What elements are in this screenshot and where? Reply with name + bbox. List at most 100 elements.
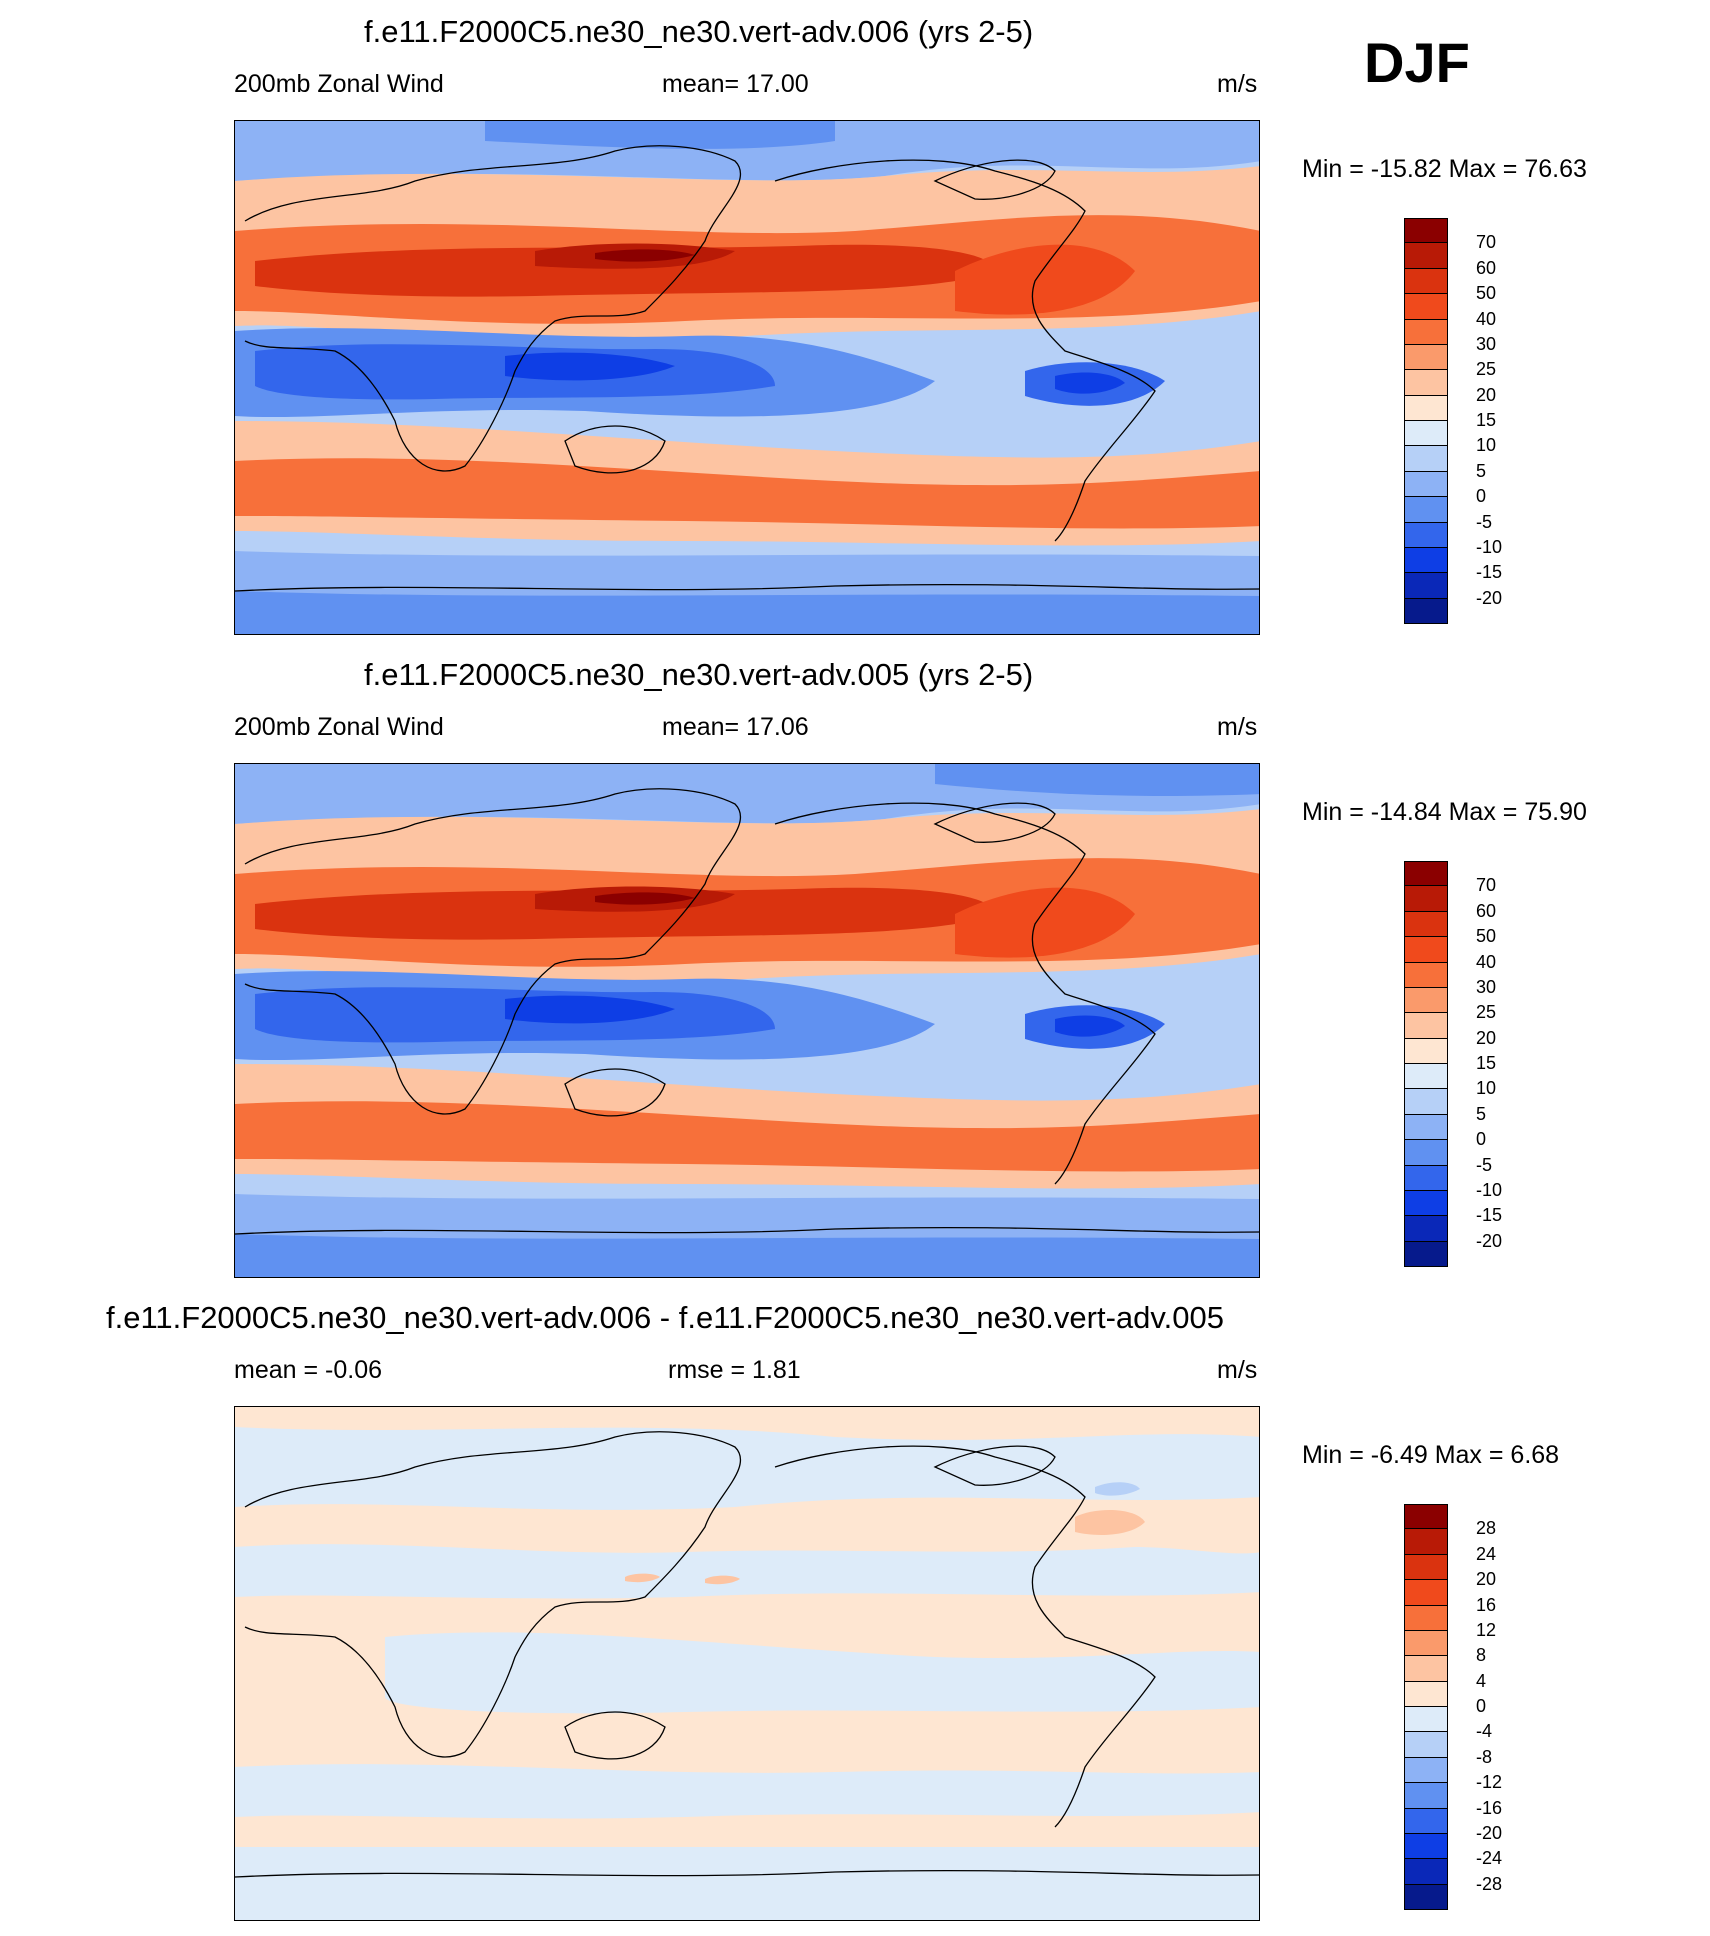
colorbar-tick-label: 40 <box>1476 308 1497 329</box>
colorbar-swatch <box>1404 1114 1448 1141</box>
colorbar-swatch <box>1404 1732 1448 1758</box>
colorbar-tick-label: 0 <box>1476 486 1487 507</box>
colorbar-swatch <box>1404 861 1448 887</box>
colorbar-swatch <box>1404 1757 1448 1784</box>
colorbar-tick-label: -16 <box>1476 1797 1503 1818</box>
colorbar-tick-label: 30 <box>1476 976 1497 997</box>
colorbar-tick-label: 15 <box>1476 1053 1497 1073</box>
colorbar-swatch <box>1404 1216 1448 1242</box>
colorbar-swatch <box>1404 1190 1448 1217</box>
colorbar-tick-label: 8 <box>1476 1645 1487 1666</box>
colorbar-tick-label: 24 <box>1476 1543 1497 1564</box>
panel-1-mean-label: mean= 17.00 <box>662 70 809 98</box>
panel-3-colorbar: 28 24 20 16 12 8 4 0 -4 -8 -12 -16 -20 -24 -28 <box>1404 1504 1502 1910</box>
colorbar-tick-label: -15 <box>1476 1205 1503 1226</box>
colorbar-tick-label: -4 <box>1476 1721 1493 1742</box>
colorbar-swatch <box>1404 886 1448 912</box>
panel-2-colorbar: 70 60 50 40 30 25 20 15 10 5 0 -5 -10 -15 -20 <box>1404 861 1502 1267</box>
colorbar-tick-label: 0 <box>1476 1129 1487 1150</box>
panel-2-variable-label: 200mb Zonal Wind <box>234 713 444 741</box>
colorbar-swatch <box>1404 1064 1448 1090</box>
colorbar-tick-label: 5 <box>1476 460 1487 481</box>
colorbar-tick-label: 15 <box>1476 410 1497 430</box>
colorbar-tick-label: -20 <box>1476 1230 1503 1251</box>
colorbar-tick-label: -28 <box>1476 1873 1503 1894</box>
colorbar-tick-label: -24 <box>1476 1848 1503 1869</box>
colorbar-swatch <box>1404 1013 1448 1039</box>
colorbar-tick-label: -12 <box>1476 1772 1503 1793</box>
colorbar-swatch <box>1404 1605 1448 1631</box>
colorbar-swatch <box>1404 1681 1448 1707</box>
panel-2-mean-label: mean= 17.06 <box>662 713 809 741</box>
colorbar-swatch <box>1404 395 1448 421</box>
colorbar-tick-label: 70 <box>1476 875 1497 896</box>
colorbar-swatch <box>1404 1580 1448 1606</box>
panel-3-mean-label: mean = -0.06 <box>234 1356 383 1384</box>
colorbar-tick-label: 20 <box>1476 1027 1497 1048</box>
colorbar-tick-label: 60 <box>1476 257 1497 278</box>
panel-1-map <box>234 120 1260 635</box>
colorbar-swatch <box>1404 1038 1448 1064</box>
panel-3-minmax: Min = -6.49 Max = 6.68 <box>1302 1441 1560 1469</box>
colorbar-swatch <box>1404 1554 1448 1581</box>
panel-1-title: f.e11.F2000C5.ne30_ne30.vert-adv.006 (yr… <box>364 14 1034 49</box>
colorbar-tick-label: -20 <box>1476 1822 1503 1843</box>
panel-3-units: m/s <box>1217 1356 1258 1384</box>
colorbar-swatch <box>1404 1504 1448 1530</box>
colorbar-swatch <box>1404 937 1448 963</box>
colorbar-swatch <box>1404 1783 1448 1809</box>
colorbar-swatch <box>1404 1241 1448 1267</box>
colorbar-swatch <box>1404 1089 1448 1115</box>
colorbar-swatch <box>1404 1808 1448 1834</box>
colorbar-tick-label: 10 <box>1476 435 1497 456</box>
colorbar-tick-label: 16 <box>1476 1594 1497 1615</box>
colorbar-swatch <box>1404 911 1448 938</box>
colorbar-swatch <box>1404 1884 1448 1910</box>
colorbar-swatch <box>1404 370 1448 396</box>
colorbar-swatch <box>1404 547 1448 574</box>
colorbar-swatch <box>1404 1140 1448 1166</box>
colorbar-swatch <box>1404 1630 1448 1657</box>
panel-2-map <box>234 763 1260 1278</box>
colorbar-tick-label: 0 <box>1476 1696 1487 1716</box>
colorbar-tick-label: -8 <box>1476 1746 1493 1767</box>
colorbar-tick-label: 70 <box>1476 232 1497 253</box>
panel-3-map <box>234 1406 1260 1921</box>
colorbar-swatch <box>1404 1529 1448 1555</box>
colorbar-tick-label: -20 <box>1476 587 1503 608</box>
panel-1-variable-label: 200mb Zonal Wind <box>234 70 444 98</box>
colorbar-tick-label: 10 <box>1476 1078 1497 1099</box>
colorbar-swatch <box>1404 243 1448 269</box>
colorbar-tick-label: -5 <box>1476 511 1493 532</box>
colorbar-tick-label: 50 <box>1476 283 1497 304</box>
panel-1-units: m/s <box>1217 70 1258 98</box>
colorbar-swatch <box>1404 497 1448 523</box>
colorbar-swatch <box>1404 1707 1448 1733</box>
colorbar-swatch <box>1404 1833 1448 1860</box>
colorbar-tick-label: 25 <box>1476 359 1497 380</box>
colorbar-tick-label: 20 <box>1476 384 1497 405</box>
colorbar-tick-label: 20 <box>1476 1569 1497 1590</box>
colorbar-swatch <box>1404 421 1448 447</box>
colorbar-tick-label: -15 <box>1476 562 1503 583</box>
colorbar-tick-label: 4 <box>1476 1670 1487 1691</box>
panel-3-title: f.e11.F2000C5.ne30_ne30.vert-adv.006 - f… <box>106 1300 1224 1335</box>
colorbar-swatch <box>1404 344 1448 371</box>
colorbar-tick-label: 28 <box>1476 1518 1497 1539</box>
colorbar-tick-label: 25 <box>1476 1002 1497 1023</box>
colorbar-swatch <box>1404 218 1448 244</box>
colorbar-swatch <box>1404 446 1448 472</box>
panel-1-minmax: Min = -15.82 Max = 76.63 <box>1302 155 1587 183</box>
colorbar-swatch <box>1404 471 1448 498</box>
season-label: DJF <box>1364 31 1470 94</box>
colorbar-tick-label: -5 <box>1476 1154 1493 1175</box>
colorbar-swatch <box>1404 1165 1448 1191</box>
colorbar-swatch <box>1404 319 1448 345</box>
colorbar-tick-label: 30 <box>1476 333 1497 354</box>
panel-1-colorbar: 70 60 50 40 30 25 20 15 10 5 0 -5 -10 -15 -20 <box>1404 218 1502 624</box>
colorbar-swatch <box>1404 1859 1448 1885</box>
colorbar-swatch <box>1404 1656 1448 1682</box>
panel-2-title: f.e11.F2000C5.ne30_ne30.vert-adv.005 (yr… <box>364 657 1034 692</box>
colorbar-tick-label: 12 <box>1476 1619 1497 1640</box>
colorbar-swatch <box>1404 962 1448 988</box>
